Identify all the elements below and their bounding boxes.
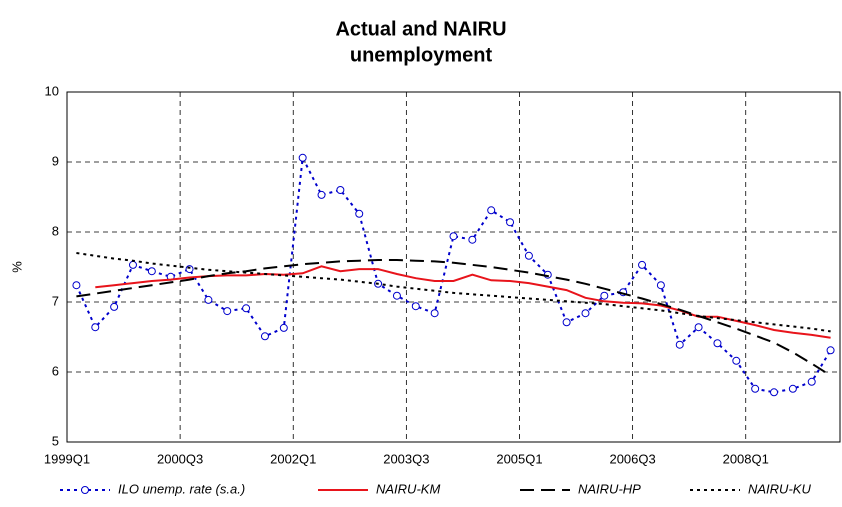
- marker: [128, 260, 137, 269]
- marker: [260, 332, 269, 341]
- marker: [487, 206, 496, 215]
- marker: [298, 153, 307, 162]
- y-axis-label: %: [9, 261, 24, 273]
- plot-frame: [66, 91, 841, 443]
- x-tick-label: 2008Q1: [723, 451, 769, 466]
- marker: [468, 235, 477, 244]
- series-line: [76, 259, 832, 377]
- marker: [675, 340, 684, 349]
- x-tick-label: 2005Q1: [496, 451, 542, 466]
- marker: [110, 302, 119, 311]
- x-tick-label: 2000Q3: [157, 451, 203, 466]
- y-tick-label: 7: [52, 293, 59, 308]
- marker: [355, 209, 364, 218]
- marker: [279, 323, 288, 332]
- marker: [524, 251, 533, 260]
- legend-label: ILO unemp. rate (s.a.): [118, 481, 245, 496]
- marker: [826, 346, 835, 355]
- marker: [788, 384, 797, 393]
- marker: [223, 307, 232, 316]
- marker: [581, 309, 590, 318]
- series-line: [75, 154, 832, 394]
- y-tick-label: 9: [52, 153, 59, 168]
- marker: [411, 302, 420, 311]
- legend-marker: [81, 486, 89, 494]
- marker: [430, 309, 439, 318]
- marker: [506, 218, 515, 227]
- legend-label: NAIRU-HP: [578, 481, 641, 496]
- chart-title: Actual and NAIRU: [335, 18, 506, 40]
- marker: [770, 388, 779, 397]
- y-tick-label: 5: [52, 433, 59, 448]
- series-line: [95, 265, 831, 339]
- marker: [600, 291, 609, 300]
- marker: [204, 295, 213, 304]
- marker: [72, 281, 81, 290]
- y-tick-label: 10: [45, 83, 59, 98]
- legend-label: NAIRU-KM: [376, 481, 440, 496]
- marker: [638, 260, 647, 269]
- x-tick-label: 2003Q3: [383, 451, 429, 466]
- marker: [185, 265, 194, 274]
- y-tick-label: 6: [52, 363, 59, 378]
- marker: [392, 291, 401, 300]
- marker: [336, 186, 345, 194]
- marker: [147, 267, 156, 276]
- legend-label: NAIRU-KU: [748, 481, 811, 496]
- chart-title: unemployment: [350, 44, 493, 66]
- x-tick-label: 2006Q3: [609, 451, 655, 466]
- marker: [751, 384, 760, 393]
- x-tick-label: 1999Q1: [44, 451, 90, 466]
- marker: [694, 323, 703, 332]
- marker: [713, 339, 722, 348]
- marker: [449, 232, 458, 241]
- marker: [656, 281, 665, 290]
- marker: [732, 356, 741, 365]
- marker: [562, 318, 571, 327]
- marker: [317, 190, 326, 199]
- y-tick-label: 8: [52, 223, 59, 238]
- marker: [242, 304, 251, 313]
- marker: [807, 377, 816, 386]
- x-tick-label: 2002Q1: [270, 451, 316, 466]
- series-line: [76, 252, 831, 333]
- marker: [91, 323, 100, 332]
